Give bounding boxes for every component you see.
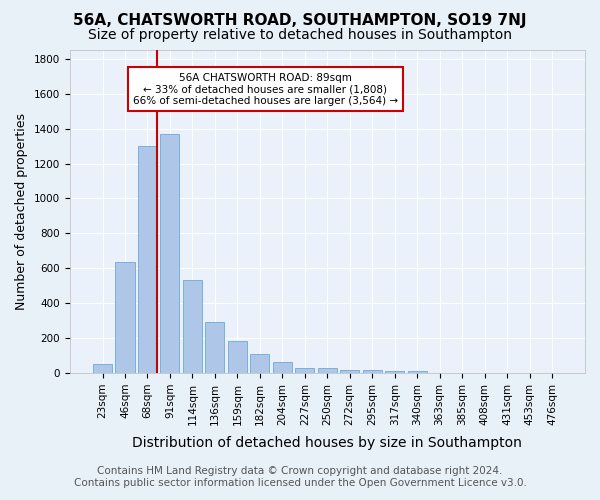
Bar — [115, 262, 134, 373]
Text: 56A CHATSWORTH ROAD: 89sqm
← 33% of detached houses are smaller (1,808)
66% of s: 56A CHATSWORTH ROAD: 89sqm ← 33% of deta… — [133, 72, 398, 106]
Bar — [138, 146, 157, 373]
X-axis label: Distribution of detached houses by size in Southampton: Distribution of detached houses by size … — [133, 436, 522, 450]
Bar — [407, 372, 427, 373]
Bar — [273, 362, 292, 373]
Bar — [318, 368, 337, 373]
Bar — [228, 340, 247, 373]
Bar — [385, 372, 404, 373]
Text: Contains HM Land Registry data © Crown copyright and database right 2024.
Contai: Contains HM Land Registry data © Crown c… — [74, 466, 526, 487]
Bar — [250, 354, 269, 373]
Text: Size of property relative to detached houses in Southampton: Size of property relative to detached ho… — [88, 28, 512, 42]
Bar — [205, 322, 224, 373]
Bar — [362, 370, 382, 373]
Text: 56A, CHATSWORTH ROAD, SOUTHAMPTON, SO19 7NJ: 56A, CHATSWORTH ROAD, SOUTHAMPTON, SO19 … — [73, 12, 527, 28]
Bar — [93, 364, 112, 373]
Bar — [160, 134, 179, 373]
Bar — [295, 368, 314, 373]
Bar — [183, 280, 202, 373]
Bar — [340, 370, 359, 373]
Y-axis label: Number of detached properties: Number of detached properties — [15, 113, 28, 310]
